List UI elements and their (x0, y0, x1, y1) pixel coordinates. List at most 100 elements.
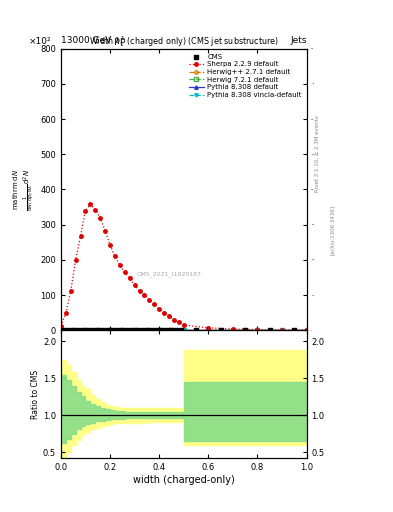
CMS (99, 326, 106, 334)
Pythia 8.308 default (304, 327, 309, 333)
Herwig 7.2.1 default (182, 327, 186, 333)
Sherpa 2.2.9 default (113, 253, 118, 260)
Text: [arXiv:1306.3436]: [arXiv:1306.3436] (330, 205, 335, 255)
Sherpa 2.2.9 default (68, 288, 73, 294)
Sherpa 2.2.9 default (88, 201, 93, 207)
CMS (109, 326, 116, 334)
Sherpa 2.2.9 default (64, 310, 68, 316)
Herwig++ 2.7.1 default (230, 327, 235, 333)
Y-axis label: $\mathrm{mathrm\,d}\,N$
$\frac{1}{\mathrm{d}N\,/\,\mathrm{d}p_T\,\mathrm{d}\lamb: $\mathrm{mathrm\,d}\,N$ $\frac{1}{\mathr… (11, 168, 37, 210)
Herwig++ 2.7.1 default (83, 327, 88, 333)
Pythia 8.308 vincia-default (157, 327, 162, 333)
Sherpa 2.2.9 default (176, 319, 181, 326)
Text: Rivet 3.1.10, ≥ 2.3M events: Rivet 3.1.10, ≥ 2.3M events (314, 115, 320, 192)
Pythia 8.308 vincia-default (95, 327, 100, 333)
Herwig 7.2.1 default (206, 327, 211, 333)
Text: ×10²: ×10² (29, 37, 51, 46)
Sherpa 2.2.9 default (78, 233, 83, 239)
Pythia 8.308 default (95, 327, 100, 333)
Sherpa 2.2.9 default (142, 292, 147, 298)
Pythia 8.308 vincia-default (169, 327, 174, 333)
Pythia 8.308 vincia-default (71, 327, 75, 333)
CMS (158, 326, 165, 334)
Line: Pythia 8.308 default: Pythia 8.308 default (59, 328, 308, 332)
Sherpa 2.2.9 default (59, 323, 63, 329)
Sherpa 2.2.9 default (182, 322, 186, 328)
X-axis label: width (charged-only): width (charged-only) (133, 475, 235, 485)
Pythia 8.308 default (157, 327, 162, 333)
Herwig 7.2.1 default (230, 327, 235, 333)
Herwig++ 2.7.1 default (206, 327, 211, 333)
Herwig++ 2.7.1 default (304, 327, 309, 333)
Pythia 8.308 default (132, 327, 137, 333)
Sherpa 2.2.9 default (255, 327, 260, 333)
Pythia 8.308 default (59, 327, 63, 333)
Sherpa 2.2.9 default (118, 262, 122, 268)
CMS (217, 326, 224, 334)
Sherpa 2.2.9 default (132, 282, 137, 288)
Herwig++ 2.7.1 default (145, 327, 149, 333)
Herwig++ 2.7.1 default (71, 327, 75, 333)
Pythia 8.308 vincia-default (145, 327, 149, 333)
Herwig++ 2.7.1 default (108, 327, 112, 333)
CMS (129, 326, 135, 334)
Sherpa 2.2.9 default (123, 269, 127, 275)
Pythia 8.308 vincia-default (206, 327, 211, 333)
Sherpa 2.2.9 default (137, 288, 142, 294)
Pythia 8.308 vincia-default (255, 327, 260, 333)
CMS (80, 326, 86, 334)
Herwig 7.2.1 default (59, 327, 63, 333)
Title: Width $\lambda_1^1$ (charged only) (CMS jet substructure): Width $\lambda_1^1$ (charged only) (CMS … (89, 34, 279, 49)
CMS (173, 326, 180, 334)
Pythia 8.308 default (71, 327, 75, 333)
CMS (154, 326, 160, 334)
Pythia 8.308 vincia-default (59, 327, 63, 333)
Sherpa 2.2.9 default (152, 301, 156, 307)
Sherpa 2.2.9 default (162, 310, 167, 316)
Herwig 7.2.1 default (169, 327, 174, 333)
Herwig 7.2.1 default (83, 327, 88, 333)
CMS (70, 326, 76, 334)
Line: Sherpa 2.2.9 default: Sherpa 2.2.9 default (59, 202, 308, 332)
Sherpa 2.2.9 default (98, 215, 103, 221)
CMS (85, 326, 91, 334)
Herwig 7.2.1 default (120, 327, 125, 333)
CMS (119, 326, 125, 334)
Pythia 8.308 default (230, 327, 235, 333)
Sherpa 2.2.9 default (167, 313, 171, 319)
Sherpa 2.2.9 default (147, 296, 152, 303)
CMS (114, 326, 121, 334)
CMS (291, 326, 298, 334)
Herwig++ 2.7.1 default (95, 327, 100, 333)
Herwig 7.2.1 default (304, 327, 309, 333)
Line: Herwig 7.2.1 default: Herwig 7.2.1 default (59, 328, 308, 332)
Sherpa 2.2.9 default (108, 242, 112, 248)
CMS (75, 326, 81, 334)
CMS (134, 326, 140, 334)
Line: Herwig++ 2.7.1 default: Herwig++ 2.7.1 default (59, 328, 308, 332)
Herwig++ 2.7.1 default (182, 327, 186, 333)
CMS (144, 326, 150, 334)
Sherpa 2.2.9 default (83, 207, 88, 214)
CMS (90, 326, 96, 334)
Pythia 8.308 default (255, 327, 260, 333)
Herwig++ 2.7.1 default (132, 327, 137, 333)
Pythia 8.308 default (108, 327, 112, 333)
Line: Pythia 8.308 vincia-default: Pythia 8.308 vincia-default (59, 328, 308, 332)
CMS (105, 326, 111, 334)
Legend: CMS, Sherpa 2.2.9 default, Herwig++ 2.7.1 default, Herwig 7.2.1 default, Pythia : CMS, Sherpa 2.2.9 default, Herwig++ 2.7.… (187, 52, 303, 99)
CMS (168, 326, 174, 334)
Herwig 7.2.1 default (255, 327, 260, 333)
Pythia 8.308 vincia-default (280, 327, 285, 333)
Pythia 8.308 vincia-default (120, 327, 125, 333)
Herwig++ 2.7.1 default (169, 327, 174, 333)
CMS (124, 326, 130, 334)
Sherpa 2.2.9 default (280, 327, 285, 333)
Pythia 8.308 default (83, 327, 88, 333)
Sherpa 2.2.9 default (73, 257, 78, 263)
Herwig++ 2.7.1 default (157, 327, 162, 333)
Herwig 7.2.1 default (71, 327, 75, 333)
Herwig 7.2.1 default (95, 327, 100, 333)
Text: Jets: Jets (290, 36, 307, 45)
Pythia 8.308 default (120, 327, 125, 333)
